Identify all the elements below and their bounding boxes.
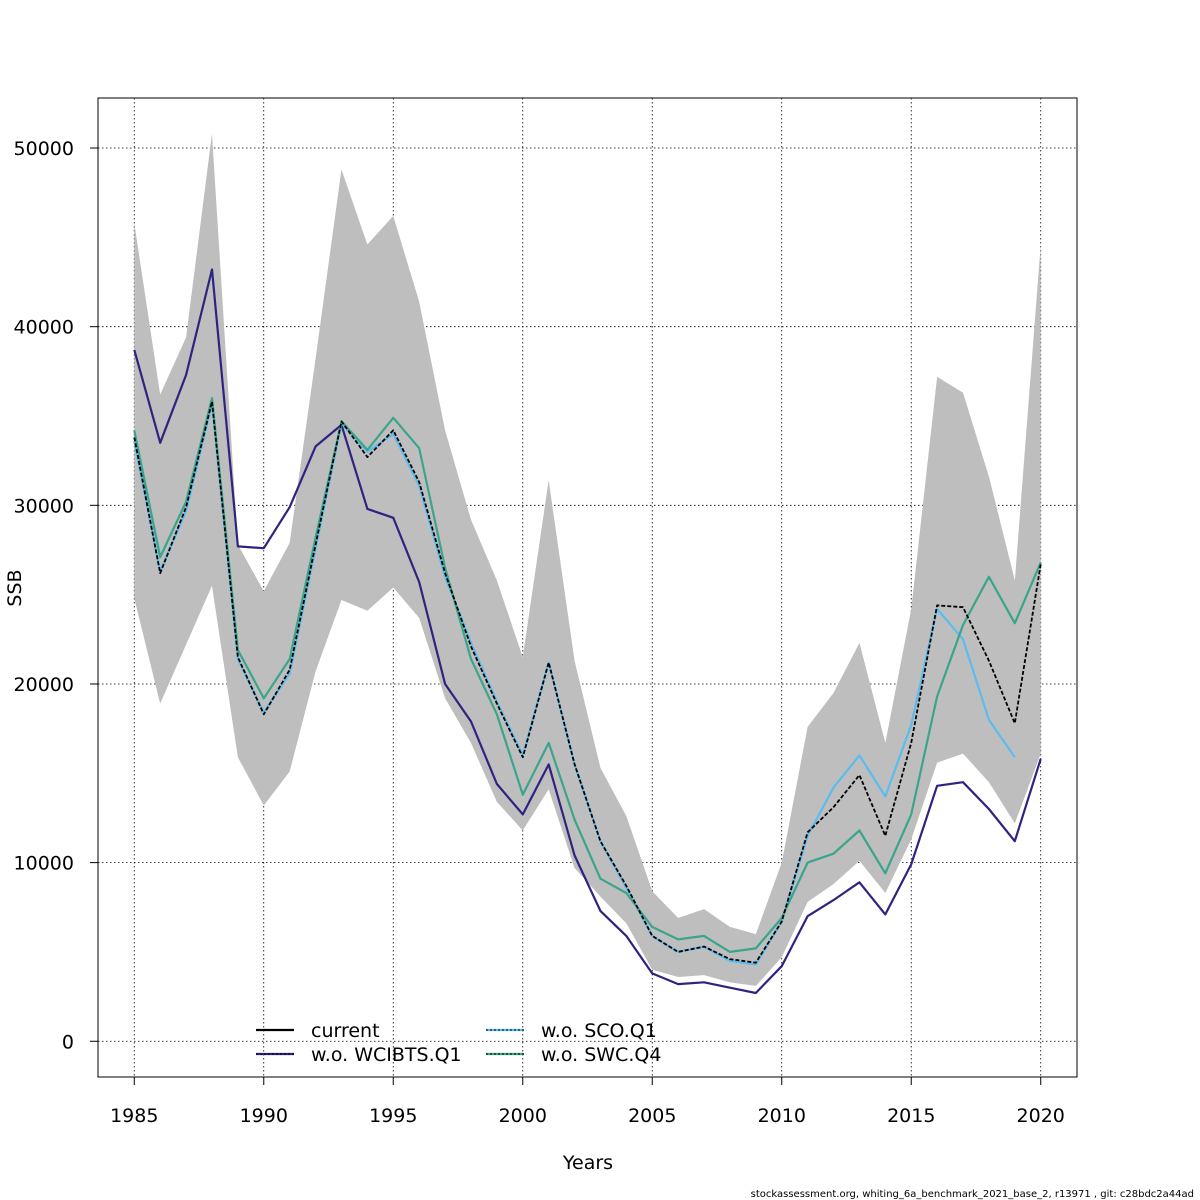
x-tick-label: 2010 [758, 1105, 806, 1127]
x-tick-label: 2020 [1017, 1105, 1065, 1127]
axis-ticks: 1985 1990 1995 2000 2005 2010 2015 2020 0 10000 20… [14, 138, 1065, 1127]
legend-label: w.o. SWC.Q4 [541, 1044, 661, 1066]
x-tick-label: 2005 [628, 1105, 676, 1127]
x-tick-label: 1990 [240, 1105, 288, 1127]
confidence-band-layer [134, 133, 1041, 986]
plot-frame [97, 97, 1078, 1078]
y-tick-label: 10000 [14, 853, 74, 875]
y-tick-label: 30000 [14, 495, 74, 517]
confidence-band [134, 133, 1041, 986]
series-lines-layer [133, 268, 1042, 995]
series-line-current [133, 400, 1042, 964]
series-line-w-o-swc-q4 [133, 397, 1042, 953]
x-tick-label: 2000 [499, 1105, 547, 1127]
y-tick-label: 40000 [14, 317, 74, 339]
legend-label: w.o. SCO.Q1 [541, 1020, 657, 1042]
x-tick-label: 1985 [110, 1105, 158, 1127]
series-line-w-o-wcibts-q1 [133, 268, 1042, 995]
legend-label: w.o. WCIBTS.Q1 [311, 1044, 462, 1066]
y-tick-label: 0 [62, 1031, 74, 1053]
x-tick-label: 1995 [369, 1105, 417, 1127]
footer-caption: stockassessment.org, whiting_6a_benchmar… [751, 1189, 1194, 1200]
y-tick-label: 20000 [14, 674, 74, 696]
y-axis-title: SSB [4, 569, 26, 606]
x-axis-title: Years [562, 1152, 613, 1174]
x-tick-label: 2015 [887, 1105, 935, 1127]
legend-label: current [311, 1020, 380, 1042]
y-tick-label: 50000 [14, 138, 74, 160]
